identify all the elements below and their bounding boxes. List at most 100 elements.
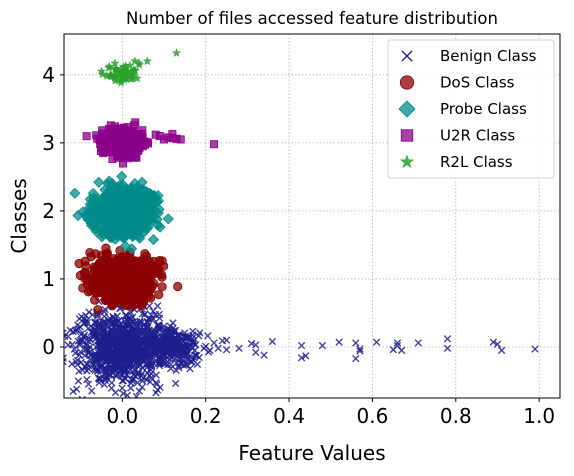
legend-marker xyxy=(399,75,415,90)
data-point xyxy=(214,344,222,353)
data-point xyxy=(95,264,105,274)
data-point xyxy=(149,334,157,343)
data-point xyxy=(101,305,109,314)
data-point xyxy=(124,343,132,351)
data-point xyxy=(138,330,146,338)
data-point xyxy=(123,391,132,398)
data-point xyxy=(153,302,162,310)
data-point xyxy=(118,377,126,385)
data-point xyxy=(132,392,141,398)
data-point xyxy=(118,384,126,392)
data-point xyxy=(125,138,134,147)
data-point xyxy=(91,249,101,259)
data-point xyxy=(69,387,77,396)
data-point xyxy=(105,365,113,373)
data-point xyxy=(103,175,115,187)
data-point xyxy=(165,344,173,352)
legend-label: Benign Class xyxy=(440,47,537,65)
data-point xyxy=(90,327,99,335)
data-point xyxy=(94,220,106,232)
data-point xyxy=(153,321,162,330)
data-point xyxy=(109,352,117,360)
data-point xyxy=(127,360,135,369)
x-tick-label: 0.4 xyxy=(273,404,305,428)
data-marks xyxy=(64,48,539,408)
data-point xyxy=(64,329,67,337)
data-point xyxy=(105,207,117,219)
data-point xyxy=(189,327,197,335)
data-point xyxy=(136,176,148,188)
data-point xyxy=(133,285,143,295)
data-point xyxy=(133,379,142,387)
legend-label: R2L Class xyxy=(440,153,513,171)
data-point xyxy=(103,354,112,362)
data-point xyxy=(104,257,115,267)
data-point xyxy=(92,318,100,327)
data-point xyxy=(131,366,139,374)
x-axis-ticks: 0.0 0.2 0.4 0.6 0.8 1.0 xyxy=(106,398,555,428)
data-point xyxy=(154,221,166,233)
data-point xyxy=(96,231,108,243)
data-point xyxy=(132,73,142,83)
data-point xyxy=(136,329,144,338)
data-point xyxy=(142,56,152,66)
data-point xyxy=(181,329,189,337)
data-point xyxy=(372,338,381,346)
data-point xyxy=(75,270,85,281)
data-point xyxy=(69,187,81,199)
data-point xyxy=(356,345,364,353)
data-point xyxy=(84,365,93,373)
data-point xyxy=(497,346,506,355)
data-point xyxy=(147,190,159,202)
data-point xyxy=(268,337,277,346)
data-point xyxy=(105,317,114,325)
data-point xyxy=(82,132,91,141)
data-point xyxy=(170,350,178,359)
data-point xyxy=(102,248,112,258)
data-point xyxy=(75,367,83,375)
data-point xyxy=(101,284,111,294)
x-axis-label: Feature Values xyxy=(238,441,385,465)
data-point xyxy=(166,364,175,373)
y-axis-ticks: 0 1 2 3 4 xyxy=(42,63,64,359)
data-point xyxy=(204,332,212,340)
data-point xyxy=(113,312,122,320)
series-5 xyxy=(96,48,182,87)
data-point xyxy=(118,277,128,287)
data-point xyxy=(78,395,86,398)
data-point xyxy=(104,62,114,72)
data-point xyxy=(154,328,162,337)
data-point xyxy=(77,206,89,218)
data-point xyxy=(137,372,145,380)
x-tick-label: 0.8 xyxy=(440,404,472,428)
legend-label: Probe Class xyxy=(440,100,527,118)
data-point xyxy=(531,345,539,353)
data-point xyxy=(95,330,103,338)
data-point xyxy=(102,187,114,199)
series-1 xyxy=(64,281,539,408)
y-tick-label: 0 xyxy=(42,335,55,359)
data-point xyxy=(139,402,145,408)
data-point xyxy=(235,344,243,353)
data-point xyxy=(302,352,310,360)
data-point xyxy=(141,140,150,149)
data-point xyxy=(107,371,115,379)
legend-marker xyxy=(399,154,415,169)
data-point xyxy=(94,279,104,289)
data-point xyxy=(162,213,174,225)
data-point xyxy=(181,346,190,355)
data-point xyxy=(132,271,142,281)
data-point xyxy=(152,378,160,387)
data-point xyxy=(119,215,131,227)
data-point xyxy=(84,213,96,225)
data-point xyxy=(136,343,144,351)
data-point xyxy=(118,345,126,353)
y-tick-label: 2 xyxy=(42,199,55,223)
data-point xyxy=(131,199,143,211)
data-point xyxy=(167,331,176,339)
data-point xyxy=(108,325,116,334)
legend-label: DoS Class xyxy=(440,74,515,92)
data-point xyxy=(74,377,83,385)
data-point xyxy=(393,339,402,347)
data-point xyxy=(88,327,97,336)
